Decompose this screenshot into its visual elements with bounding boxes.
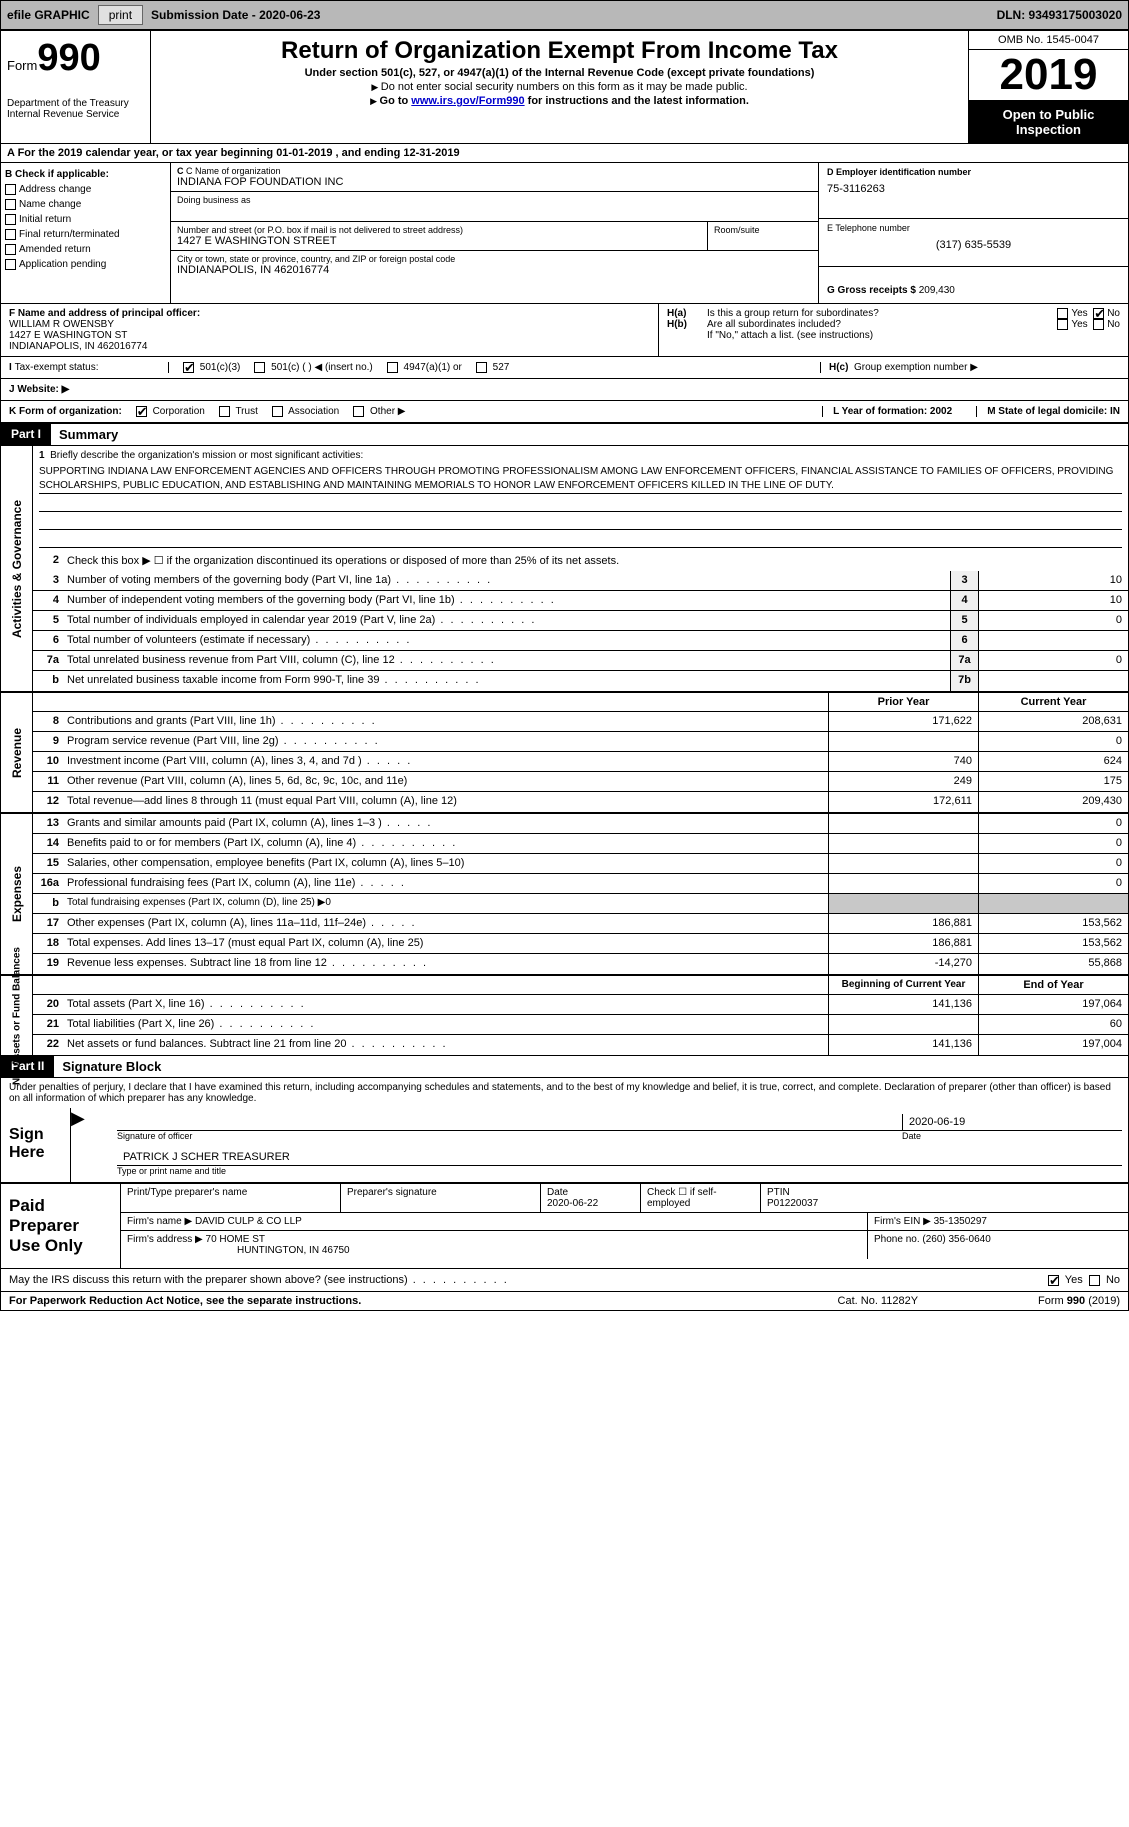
officer-name: WILLIAM R OWENSBY [9, 319, 650, 330]
sign-here-label: Sign Here [1, 1108, 71, 1182]
title-box: Return of Organization Exempt From Incom… [151, 31, 968, 143]
form-subtitle: Under section 501(c), 527, or 4947(a)(1)… [157, 67, 962, 79]
officer-printed: PATRICK J SCHER TREASURER [117, 1149, 296, 1165]
org-address: 1427 E WASHINGTON STREET [177, 235, 701, 247]
note-link: Go to www.irs.gov/Form990 for instructio… [157, 95, 962, 107]
org-city: INDIANAPOLIS, IN 462016774 [177, 264, 812, 276]
section-netassets: Net Assets or Fund Balances Beginning of… [1, 976, 1128, 1056]
preparer-section: Paid Preparer Use Only Print/Type prepar… [1, 1183, 1128, 1269]
dept-label: Department of the Treasury Internal Reve… [7, 98, 144, 120]
info-grid: B Check if applicable: Address change Na… [1, 163, 1128, 304]
vtab-revenue: Revenue [1, 693, 33, 812]
prep-date: 2020-06-22 [547, 1198, 598, 1209]
vtab-governance: Activities & Governance [1, 446, 33, 691]
website-row: J Website: ▶ [1, 379, 1128, 401]
mission-text: SUPPORTING INDIANA LAW ENFORCEMENT AGENC… [39, 465, 1122, 494]
org-name: INDIANA FOP FOUNDATION INC [177, 176, 812, 188]
form-title: Return of Organization Exempt From Incom… [157, 37, 962, 65]
preparer-label: Paid Preparer Use Only [1, 1184, 121, 1268]
toolbar: efile GRAPHIC print Submission Date - 20… [0, 0, 1129, 30]
v4: 10 [978, 591, 1128, 610]
chk-501c[interactable] [254, 362, 265, 373]
period-row: A For the 2019 calendar year, or tax yea… [1, 144, 1128, 163]
chk-discuss-no[interactable] [1089, 1275, 1100, 1286]
chk-corp[interactable] [136, 406, 147, 417]
chk-initial[interactable] [5, 214, 16, 225]
discuss-row: May the IRS discuss this return with the… [1, 1269, 1128, 1292]
ptin: P01220037 [767, 1198, 818, 1209]
chk-527[interactable] [476, 362, 487, 373]
tax-status-row: I Tax-exempt status: 501(c)(3) 501(c) ( … [1, 357, 1128, 379]
print-button[interactable]: print [98, 5, 143, 25]
omb: OMB No. 1545-0047 [969, 31, 1128, 50]
open-inspection: Open to Public Inspection [969, 101, 1128, 143]
chk-other[interactable] [353, 406, 364, 417]
chk-amended[interactable] [5, 244, 16, 255]
chk-discuss-yes[interactable] [1048, 1275, 1059, 1286]
col-c-org: C C Name of organization INDIANA FOP FOU… [171, 163, 818, 303]
section-revenue: Revenue Prior YearCurrent Year 8Contribu… [1, 693, 1128, 814]
firm-name: DAVID CULP & CO LLP [195, 1216, 302, 1227]
telephone: (317) 635-5539 [827, 239, 1120, 251]
form-header: Form990 Department of the Treasury Inter… [1, 31, 1128, 144]
chk-ha-no[interactable] [1093, 308, 1104, 319]
submission-label: Submission Date - 2020-06-23 [151, 8, 320, 22]
ein: 75-3116263 [827, 183, 1120, 195]
chk-assoc[interactable] [272, 406, 283, 417]
gross-receipts: 209,430 [919, 285, 955, 296]
form-990: Form990 Department of the Treasury Inter… [0, 30, 1129, 1311]
form-ref: Form 990 (2019) [1038, 1295, 1120, 1307]
col-b-checkboxes: B Check if applicable: Address change Na… [1, 163, 171, 303]
chk-name[interactable] [5, 199, 16, 210]
chk-ha-yes[interactable] [1057, 308, 1068, 319]
mission-block: 1 Briefly describe the organization's mi… [33, 446, 1128, 551]
note-ssn: Do not enter social security numbers on … [157, 81, 962, 93]
v6 [978, 631, 1128, 650]
row-fh: F Name and address of principal officer:… [1, 304, 1128, 357]
chk-address[interactable] [5, 184, 16, 195]
sig-date: 2020-06-19 [902, 1114, 1122, 1130]
perjury-decl: Under penalties of perjury, I declare th… [1, 1078, 1128, 1108]
sign-arrow-icon: ▶ [71, 1108, 91, 1182]
v7b [978, 671, 1128, 691]
footer: For Paperwork Reduction Act Notice, see … [1, 1292, 1128, 1310]
section-expenses: Expenses 13Grants and similar amounts pa… [1, 814, 1128, 976]
firm-ein: 35-1350297 [934, 1216, 987, 1227]
part1-header: Part I Summary [1, 424, 1128, 446]
chk-final[interactable] [5, 229, 16, 240]
v7a: 0 [978, 651, 1128, 670]
signature-section: Under penalties of perjury, I declare th… [1, 1078, 1128, 1183]
section-governance: Activities & Governance 1 Briefly descri… [1, 446, 1128, 693]
year-box: OMB No. 1545-0047 2019 Open to Public In… [968, 31, 1128, 143]
v3: 10 [978, 571, 1128, 590]
k-row: K Form of organization: Corporation Trus… [1, 401, 1128, 424]
v5: 0 [978, 611, 1128, 630]
part2-header: Part II Signature Block [1, 1056, 1128, 1078]
chk-501c3[interactable] [183, 362, 194, 373]
tax-year: 2019 [969, 50, 1128, 101]
vtab-net: Net Assets or Fund Balances [1, 976, 33, 1055]
chk-4947[interactable] [387, 362, 398, 373]
chk-hb-no[interactable] [1093, 319, 1104, 330]
col-d: D Employer identification number 75-3116… [818, 163, 1128, 303]
chk-pending[interactable] [5, 259, 16, 270]
efile-label: efile GRAPHIC [7, 8, 90, 22]
chk-hb-yes[interactable] [1057, 319, 1068, 330]
irs-link[interactable]: www.irs.gov/Form990 [411, 95, 524, 107]
dln: DLN: 93493175003020 [997, 8, 1122, 22]
firm-phone: (260) 356-0640 [922, 1234, 990, 1245]
chk-trust[interactable] [219, 406, 230, 417]
form-id-box: Form990 Department of the Treasury Inter… [1, 31, 151, 143]
